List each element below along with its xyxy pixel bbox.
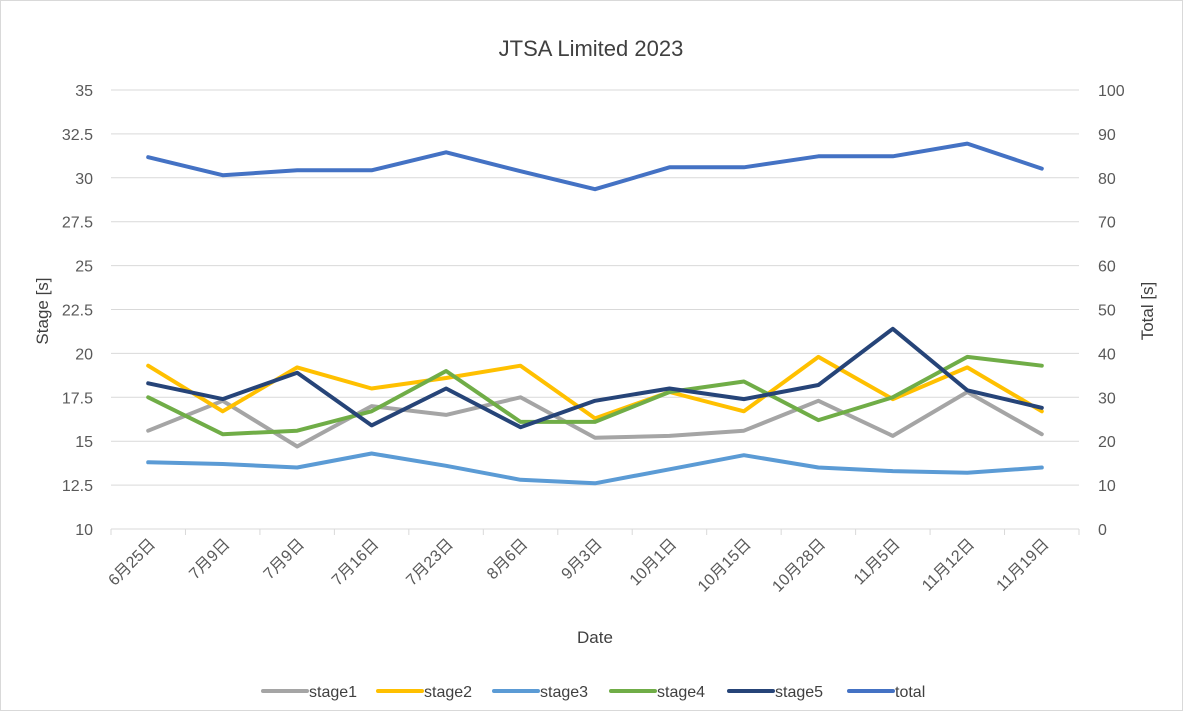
x-tick-label: 7月23日 (403, 536, 457, 590)
y2-tick-label: 100 (1098, 83, 1125, 100)
y-tick-label: 15 (75, 434, 93, 451)
x-tick-label: 11月5日 (851, 536, 904, 589)
series-line-stage5 (146, 326, 1044, 430)
legend-label-stage1: stage1 (309, 684, 357, 701)
y-tick-label: 20 (75, 346, 93, 363)
x-tick-label: 10月28日 (769, 536, 829, 596)
y-tick-label: 35 (75, 83, 93, 100)
y-tick-label: 30 (75, 171, 93, 188)
y2-axis-title: Total [s] (1138, 282, 1157, 341)
y2-tick-label: 80 (1098, 171, 1116, 188)
chart-title: JTSA Limited 2023 (499, 36, 684, 61)
y2-tick-label: 10 (1098, 478, 1116, 495)
x-tick-label: 7月9日 (261, 536, 308, 583)
y2-tick-label: 50 (1098, 303, 1116, 320)
x-tick-label: 11月19日 (994, 536, 1053, 595)
y-tick-label: 12.5 (62, 478, 93, 495)
x-tick-label: 6月25日 (106, 536, 160, 590)
legend-label-total: total (895, 684, 925, 701)
series-line-stage1 (146, 390, 1044, 449)
x-tick-label: 8月6日 (484, 536, 531, 583)
legend-label-stage4: stage4 (657, 684, 705, 701)
legend-label-stage5: stage5 (775, 684, 823, 701)
y-tick-label: 32.5 (62, 127, 93, 144)
y2-tick-label: 30 (1098, 390, 1116, 407)
x-tick-label: 11月12日 (919, 536, 978, 595)
x-tick-label: 10月1日 (627, 536, 681, 590)
y2-tick-label: 70 (1098, 215, 1116, 232)
legend-label-stage3: stage3 (540, 684, 588, 701)
x-axis-title: Date (577, 628, 613, 647)
y-tick-label: 27.5 (62, 215, 93, 232)
series-line-total (146, 141, 1044, 192)
y2-tick-label: 90 (1098, 127, 1116, 144)
x-tick-label: 9月3日 (559, 536, 606, 583)
y2-tick-label: 40 (1098, 346, 1116, 363)
y2-tick-label: 60 (1098, 259, 1116, 276)
y-tick-label: 22.5 (62, 303, 93, 320)
x-tick-label: 7月16日 (329, 536, 383, 590)
y-tick-label: 25 (75, 259, 93, 276)
y-axis-title: Stage [s] (33, 277, 52, 344)
x-tick-label: 7月9日 (186, 536, 233, 583)
series-line-stage4 (146, 354, 1044, 437)
y2-tick-label: 0 (1098, 522, 1107, 539)
x-tick-label: 10月15日 (695, 536, 755, 596)
y-tick-label: 17.5 (62, 390, 93, 407)
y2-tick-label: 20 (1098, 434, 1116, 451)
legend-label-stage2: stage2 (424, 684, 472, 701)
y-tick-label: 10 (75, 522, 93, 539)
series-line-stage3 (146, 451, 1044, 486)
